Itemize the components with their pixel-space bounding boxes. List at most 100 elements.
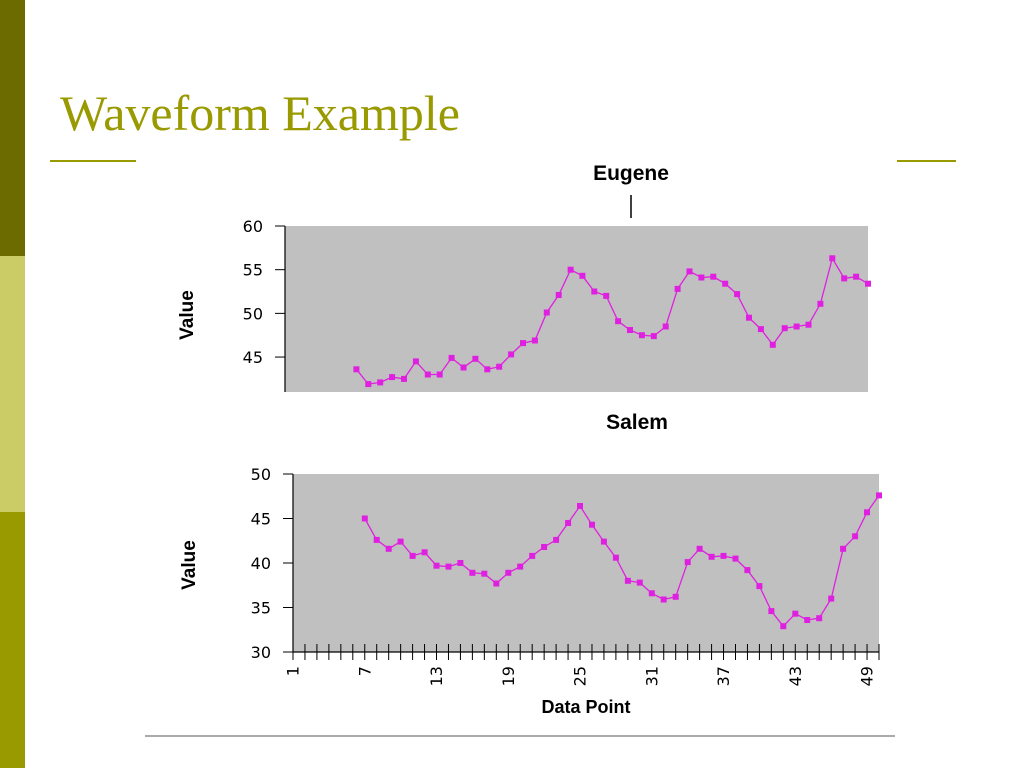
data-point: [612, 554, 619, 561]
data-point: [577, 503, 583, 509]
chart-title-eugene: Eugene: [593, 162, 669, 185]
data-point: [828, 595, 835, 602]
title-rule-right: [896, 160, 956, 162]
x-tick-label: 19: [499, 666, 518, 686]
data-point: [864, 509, 870, 516]
data-point: [484, 366, 491, 373]
data-point: [627, 327, 633, 333]
data-point: [638, 332, 645, 339]
data-point: [600, 538, 607, 545]
data-point: [457, 560, 464, 566]
data-point: [377, 379, 384, 386]
y-tick-label: 35: [251, 599, 271, 618]
y-axis-label-eugene: Value: [177, 290, 198, 340]
data-point: [589, 521, 595, 528]
data-point: [615, 318, 622, 325]
data-point: [365, 381, 372, 388]
data-point: [734, 291, 741, 298]
data-point: [674, 285, 681, 292]
data-point: [698, 274, 705, 281]
data-point: [385, 545, 392, 552]
data-point: [769, 341, 776, 348]
data-point: [373, 536, 380, 543]
data-point: [460, 364, 467, 371]
y-tick-label: 50: [243, 304, 263, 323]
x-tick-label: 25: [571, 666, 590, 686]
data-point: [648, 590, 655, 597]
data-point: [720, 552, 727, 559]
data-point: [876, 492, 882, 499]
series-salem: [361, 492, 882, 630]
data-point: [409, 552, 416, 559]
data-point: [508, 351, 515, 358]
x-tick-label: 1: [284, 666, 303, 676]
data-point: [496, 363, 503, 370]
data-point: [829, 255, 836, 262]
chart-title-salem: Salem: [606, 411, 668, 434]
x-tick-label: 49: [858, 666, 877, 686]
data-point: [448, 354, 455, 361]
data-point: [841, 275, 848, 282]
data-point: [553, 536, 560, 543]
data-point: [817, 300, 824, 307]
data-point: [696, 545, 703, 552]
y-tick-label: 50: [251, 465, 271, 484]
y-ticks-salem: 30 35 40 45 50: [251, 465, 293, 662]
data-point: [436, 371, 443, 378]
data-point: [493, 580, 500, 587]
data-point: [708, 553, 715, 560]
x-axis-label-salem: Data Point: [541, 697, 630, 717]
data-point: [805, 321, 812, 328]
data-point: [744, 567, 751, 574]
y-tick-label: 30: [251, 643, 271, 662]
data-point: [541, 544, 548, 550]
data-point: [662, 323, 669, 330]
data-point: [433, 562, 440, 569]
data-point: [840, 545, 847, 552]
x-tick-label: 31: [642, 666, 661, 686]
side-bar-light: [0, 256, 25, 512]
chart-eugene: Eugene Value 45 50 55 60: [177, 162, 871, 392]
data-point: [865, 280, 871, 287]
data-point: [579, 272, 586, 279]
data-point: [636, 579, 643, 586]
y-ticks-eugene: 45 50 55 60: [243, 217, 285, 367]
data-point: [397, 538, 404, 545]
x-tick-label: 7: [355, 666, 374, 676]
data-point: [469, 569, 476, 576]
data-point: [804, 617, 811, 623]
x-tick-label: 13: [427, 666, 446, 686]
data-point: [650, 333, 657, 340]
data-point: [531, 337, 538, 344]
data-point: [401, 375, 407, 382]
y-tick-label: 45: [243, 348, 263, 367]
data-point: [816, 615, 823, 622]
data-point: [421, 549, 428, 556]
data-point: [768, 608, 775, 615]
x-tick-label: 37: [714, 666, 733, 686]
side-bar-dark: [0, 0, 25, 256]
data-point: [722, 280, 729, 287]
data-point: [624, 577, 631, 584]
data-point: [481, 570, 488, 577]
chart-salem: Salem Value Data Point 30 35 40 45 50 1 7 13 19…: [179, 411, 882, 717]
data-point: [710, 273, 717, 280]
data-point: [672, 593, 679, 600]
title-rule-left: [50, 160, 136, 162]
y-tick-label: 55: [243, 261, 263, 280]
y-axis-label-salem: Value: [179, 540, 200, 590]
y-tick-label: 60: [243, 217, 263, 236]
data-point: [603, 292, 610, 299]
data-point: [472, 355, 479, 362]
data-point: [529, 552, 536, 559]
data-point: [353, 366, 360, 373]
data-point: [756, 583, 763, 590]
y-tick-label: 40: [251, 554, 271, 573]
x-tick-label: 43: [786, 666, 805, 686]
data-point: [660, 596, 667, 603]
data-point: [746, 314, 752, 321]
data-point: [781, 325, 788, 332]
data-point: [732, 555, 739, 562]
waveform-chart-image: Eugene Value 45 50 55 60 Salem Value Data P…: [145, 155, 897, 740]
plot-area-salem: [293, 474, 879, 652]
